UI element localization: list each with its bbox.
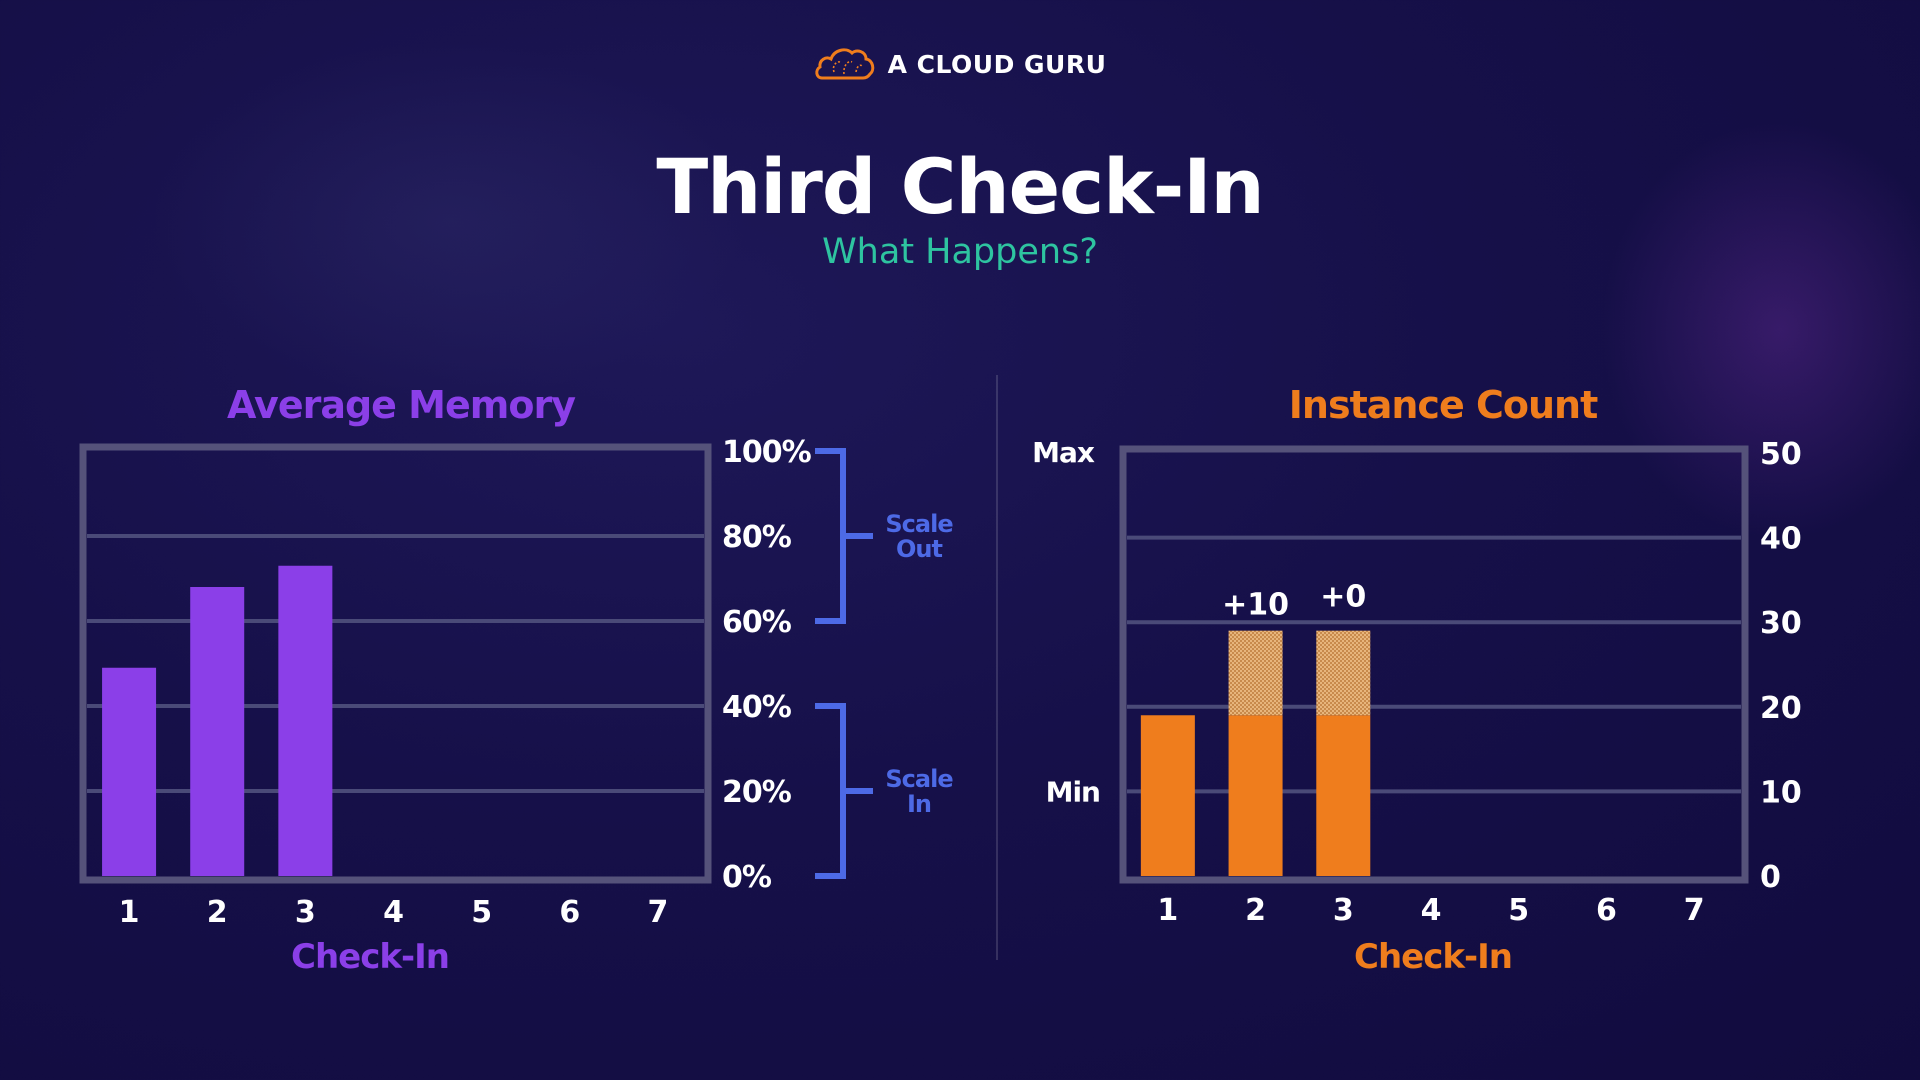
instance-y-tick: 10	[1760, 775, 1802, 810]
instance-x-tick: 6	[1596, 893, 1617, 928]
memory-x-tick: 2	[207, 895, 228, 930]
memory-x-tick: 4	[383, 895, 404, 930]
instance-added-bar	[1228, 630, 1283, 716]
memory-y-tick: 20%	[722, 775, 792, 810]
instance-count-chart: Instance Count +10 +0 0 10 20 30 40 50 1 2 3 4 5 6 7…	[1032, 383, 1802, 977]
background-glow	[150, 40, 750, 400]
brand-logo: A CLOUD GURU	[0, 44, 1920, 84]
memory-x-tick: 6	[559, 895, 580, 930]
brand-name: A CLOUD GURU	[887, 49, 1107, 79]
min-label: Min	[1046, 775, 1100, 808]
instance-y-tick: 50	[1760, 437, 1802, 472]
instance-bar	[1316, 715, 1371, 876]
panel-divider	[996, 375, 998, 960]
average-memory-chart: Average Memory 0% 20% 40% 60% 80% 100% 1 2 3 4 5 6…	[79, 383, 954, 977]
instance-bar-label: +10	[1222, 588, 1289, 623]
instance-x-tick: 5	[1508, 893, 1529, 928]
cloud-icon	[814, 48, 874, 80]
memory-x-tick: 5	[471, 895, 492, 930]
memory-y-tick: 40%	[722, 690, 792, 725]
memory-x-tick: 7	[647, 895, 668, 930]
instance-bar-label: +0	[1320, 580, 1366, 615]
instance-chart-frame	[1119, 445, 1749, 884]
memory-chart-frame	[79, 443, 712, 884]
instance-x-tick: 4	[1421, 893, 1442, 928]
instance-bar	[1228, 715, 1283, 876]
instance-x-tick: 2	[1245, 893, 1266, 928]
scale-label: In	[907, 790, 931, 818]
scale-bracket	[815, 703, 873, 879]
memory-bar	[278, 565, 333, 876]
memory-bar	[102, 667, 157, 876]
instance-y-tick: 30	[1760, 606, 1802, 641]
instance-x-axis-label: Check-In	[1354, 937, 1512, 977]
memory-y-tick: 80%	[722, 520, 792, 555]
memory-x-tick: 1	[119, 895, 140, 930]
page-subtitle: What Happens?	[822, 232, 1098, 272]
instance-added-bar	[1316, 630, 1371, 716]
instance-bar	[1140, 715, 1195, 876]
instance-x-tick: 3	[1333, 893, 1354, 928]
memory-chart-title: Average Memory	[227, 383, 576, 427]
memory-bar	[190, 587, 245, 876]
scale-bracket	[815, 448, 873, 624]
memory-y-tick: 60%	[722, 605, 792, 640]
instance-chart-title: Instance Count	[1289, 383, 1598, 427]
instance-x-tick: 1	[1157, 893, 1178, 928]
instance-y-tick: 40	[1760, 522, 1802, 557]
scale-label: Out	[896, 535, 942, 563]
memory-x-tick: 3	[295, 895, 316, 930]
instance-y-tick: 20	[1760, 691, 1802, 726]
scale-label: Scale	[885, 510, 953, 538]
instance-y-tick: 0	[1760, 860, 1781, 895]
memory-x-axis-label: Check-In	[291, 937, 449, 977]
memory-y-tick: 0%	[722, 860, 772, 895]
max-label: Max	[1032, 436, 1095, 469]
page-title: Third Check-In	[656, 142, 1264, 231]
scale-label: Scale	[885, 765, 953, 793]
background-glow	[1600, 120, 1920, 540]
memory-y-tick: 100%	[722, 435, 812, 470]
instance-x-tick: 7	[1684, 893, 1705, 928]
